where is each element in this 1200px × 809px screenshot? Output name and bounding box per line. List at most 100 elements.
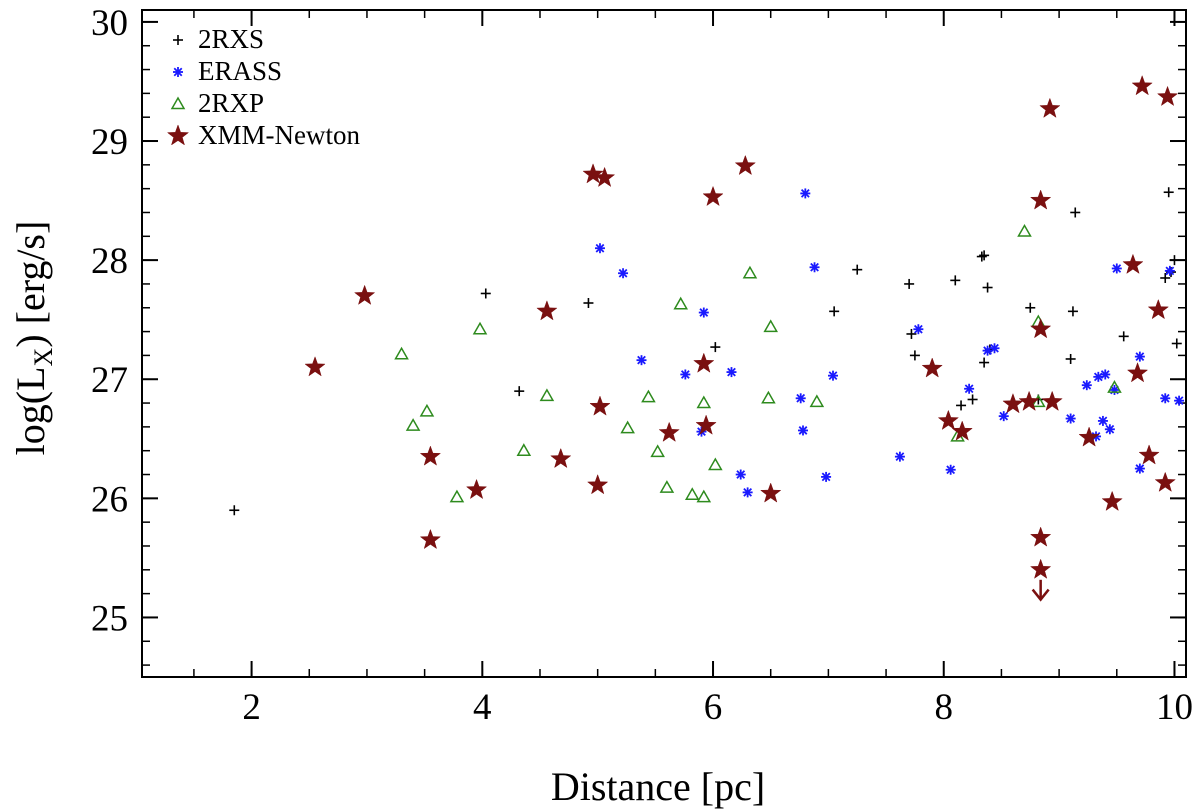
y-tick-label: 28 [91, 241, 128, 282]
data-point [1101, 490, 1123, 512]
ast-d2 [800, 189, 810, 198]
data-point [798, 425, 809, 436]
ast-d2 [1135, 352, 1145, 361]
plot-frame [141, 9, 1187, 678]
data-point [982, 282, 993, 293]
data-point [1100, 369, 1111, 380]
data-point [742, 265, 758, 279]
y-tick-label: 29 [91, 122, 128, 163]
data-point [809, 262, 820, 273]
data-point [480, 288, 491, 299]
y-axis-title: log(LX) [erg/s] [8, 221, 58, 456]
data-point [1029, 189, 1052, 210]
y-tick-label: 25 [91, 598, 128, 639]
data-point [449, 489, 465, 503]
legend-item-xmm-newton: XMM-Newton [166, 120, 360, 150]
data-point [913, 324, 924, 335]
data-point [659, 480, 675, 493]
data-point [800, 188, 811, 199]
data-point [1174, 395, 1185, 406]
data-point [906, 328, 917, 339]
legend-marker [173, 35, 183, 45]
ast-d2 [736, 470, 746, 479]
legend-marker [166, 124, 190, 146]
data-point [1156, 85, 1179, 107]
data-point [1018, 390, 1040, 411]
data-point [1171, 338, 1182, 349]
y-tick-label: 30 [91, 3, 128, 44]
data-point [1134, 351, 1145, 362]
x-tick-label: 8 [934, 687, 953, 728]
data-point [1078, 426, 1100, 447]
ast-d2 [895, 452, 905, 462]
data-point [710, 342, 721, 353]
ast-d2 [680, 370, 690, 379]
data-point [1126, 362, 1149, 383]
data-point [1154, 471, 1176, 492]
x-axis-title: Distance [pc] [551, 764, 765, 809]
data-point [405, 418, 421, 431]
ast-d2 [798, 426, 808, 435]
data-point [680, 369, 691, 380]
data-point [760, 482, 782, 503]
data-point [658, 421, 680, 442]
ast-d2 [1112, 264, 1122, 273]
data-point [1160, 393, 1171, 404]
legend-marker [170, 96, 186, 110]
y-axis-title-subscript: X [29, 347, 58, 366]
data-point [909, 350, 920, 361]
data-point [894, 451, 905, 462]
y-axis-title-main: log(L [8, 366, 53, 455]
ast-d2 [913, 324, 923, 334]
data-point [539, 388, 555, 402]
ast-d2 [743, 487, 753, 497]
series-2rxp [394, 224, 1122, 503]
data-point [582, 163, 604, 184]
data-point [1039, 97, 1061, 118]
data-point [695, 414, 717, 435]
data-point [967, 394, 978, 405]
data-point [583, 298, 594, 309]
legend-label: 2RXS [198, 24, 264, 54]
y-tick-label: 26 [91, 479, 128, 520]
ast-d2 [727, 367, 736, 377]
data-point [726, 367, 737, 378]
data-point [1138, 444, 1160, 465]
ast-d2 [828, 371, 838, 381]
legend-item-erass: ERASS [173, 56, 282, 86]
y-tick-label: 27 [91, 360, 128, 401]
ast-d2 [595, 243, 605, 253]
data-point [586, 474, 609, 495]
data-point [1002, 393, 1024, 414]
ast-d2 [796, 393, 806, 403]
ast-d2 [173, 67, 183, 77]
data-point [1070, 207, 1081, 218]
data-point [673, 296, 689, 310]
data-point [514, 386, 525, 397]
x-tick-label: 2 [242, 687, 261, 728]
ast-d2 [1135, 464, 1145, 473]
data-point [821, 471, 832, 482]
data-point [951, 420, 973, 441]
data-point [698, 307, 709, 318]
data-point [641, 389, 656, 403]
ast-d2 [1066, 414, 1076, 423]
data-point [998, 411, 1009, 422]
data-point [1029, 558, 1052, 579]
data-point [353, 284, 376, 305]
arrow-head [1031, 588, 1050, 602]
data-point [1097, 415, 1108, 426]
data-point [419, 445, 442, 466]
series-2rxs [229, 187, 1182, 516]
data-points [229, 74, 1185, 602]
data-point [1122, 253, 1144, 274]
data-point [1160, 272, 1171, 283]
data-point [1169, 255, 1180, 266]
data-point [989, 343, 1000, 354]
ast-d2 [946, 465, 956, 475]
data-point [589, 395, 611, 416]
data-point [1017, 224, 1032, 237]
ast-d2 [964, 384, 974, 394]
data-point [708, 457, 723, 471]
